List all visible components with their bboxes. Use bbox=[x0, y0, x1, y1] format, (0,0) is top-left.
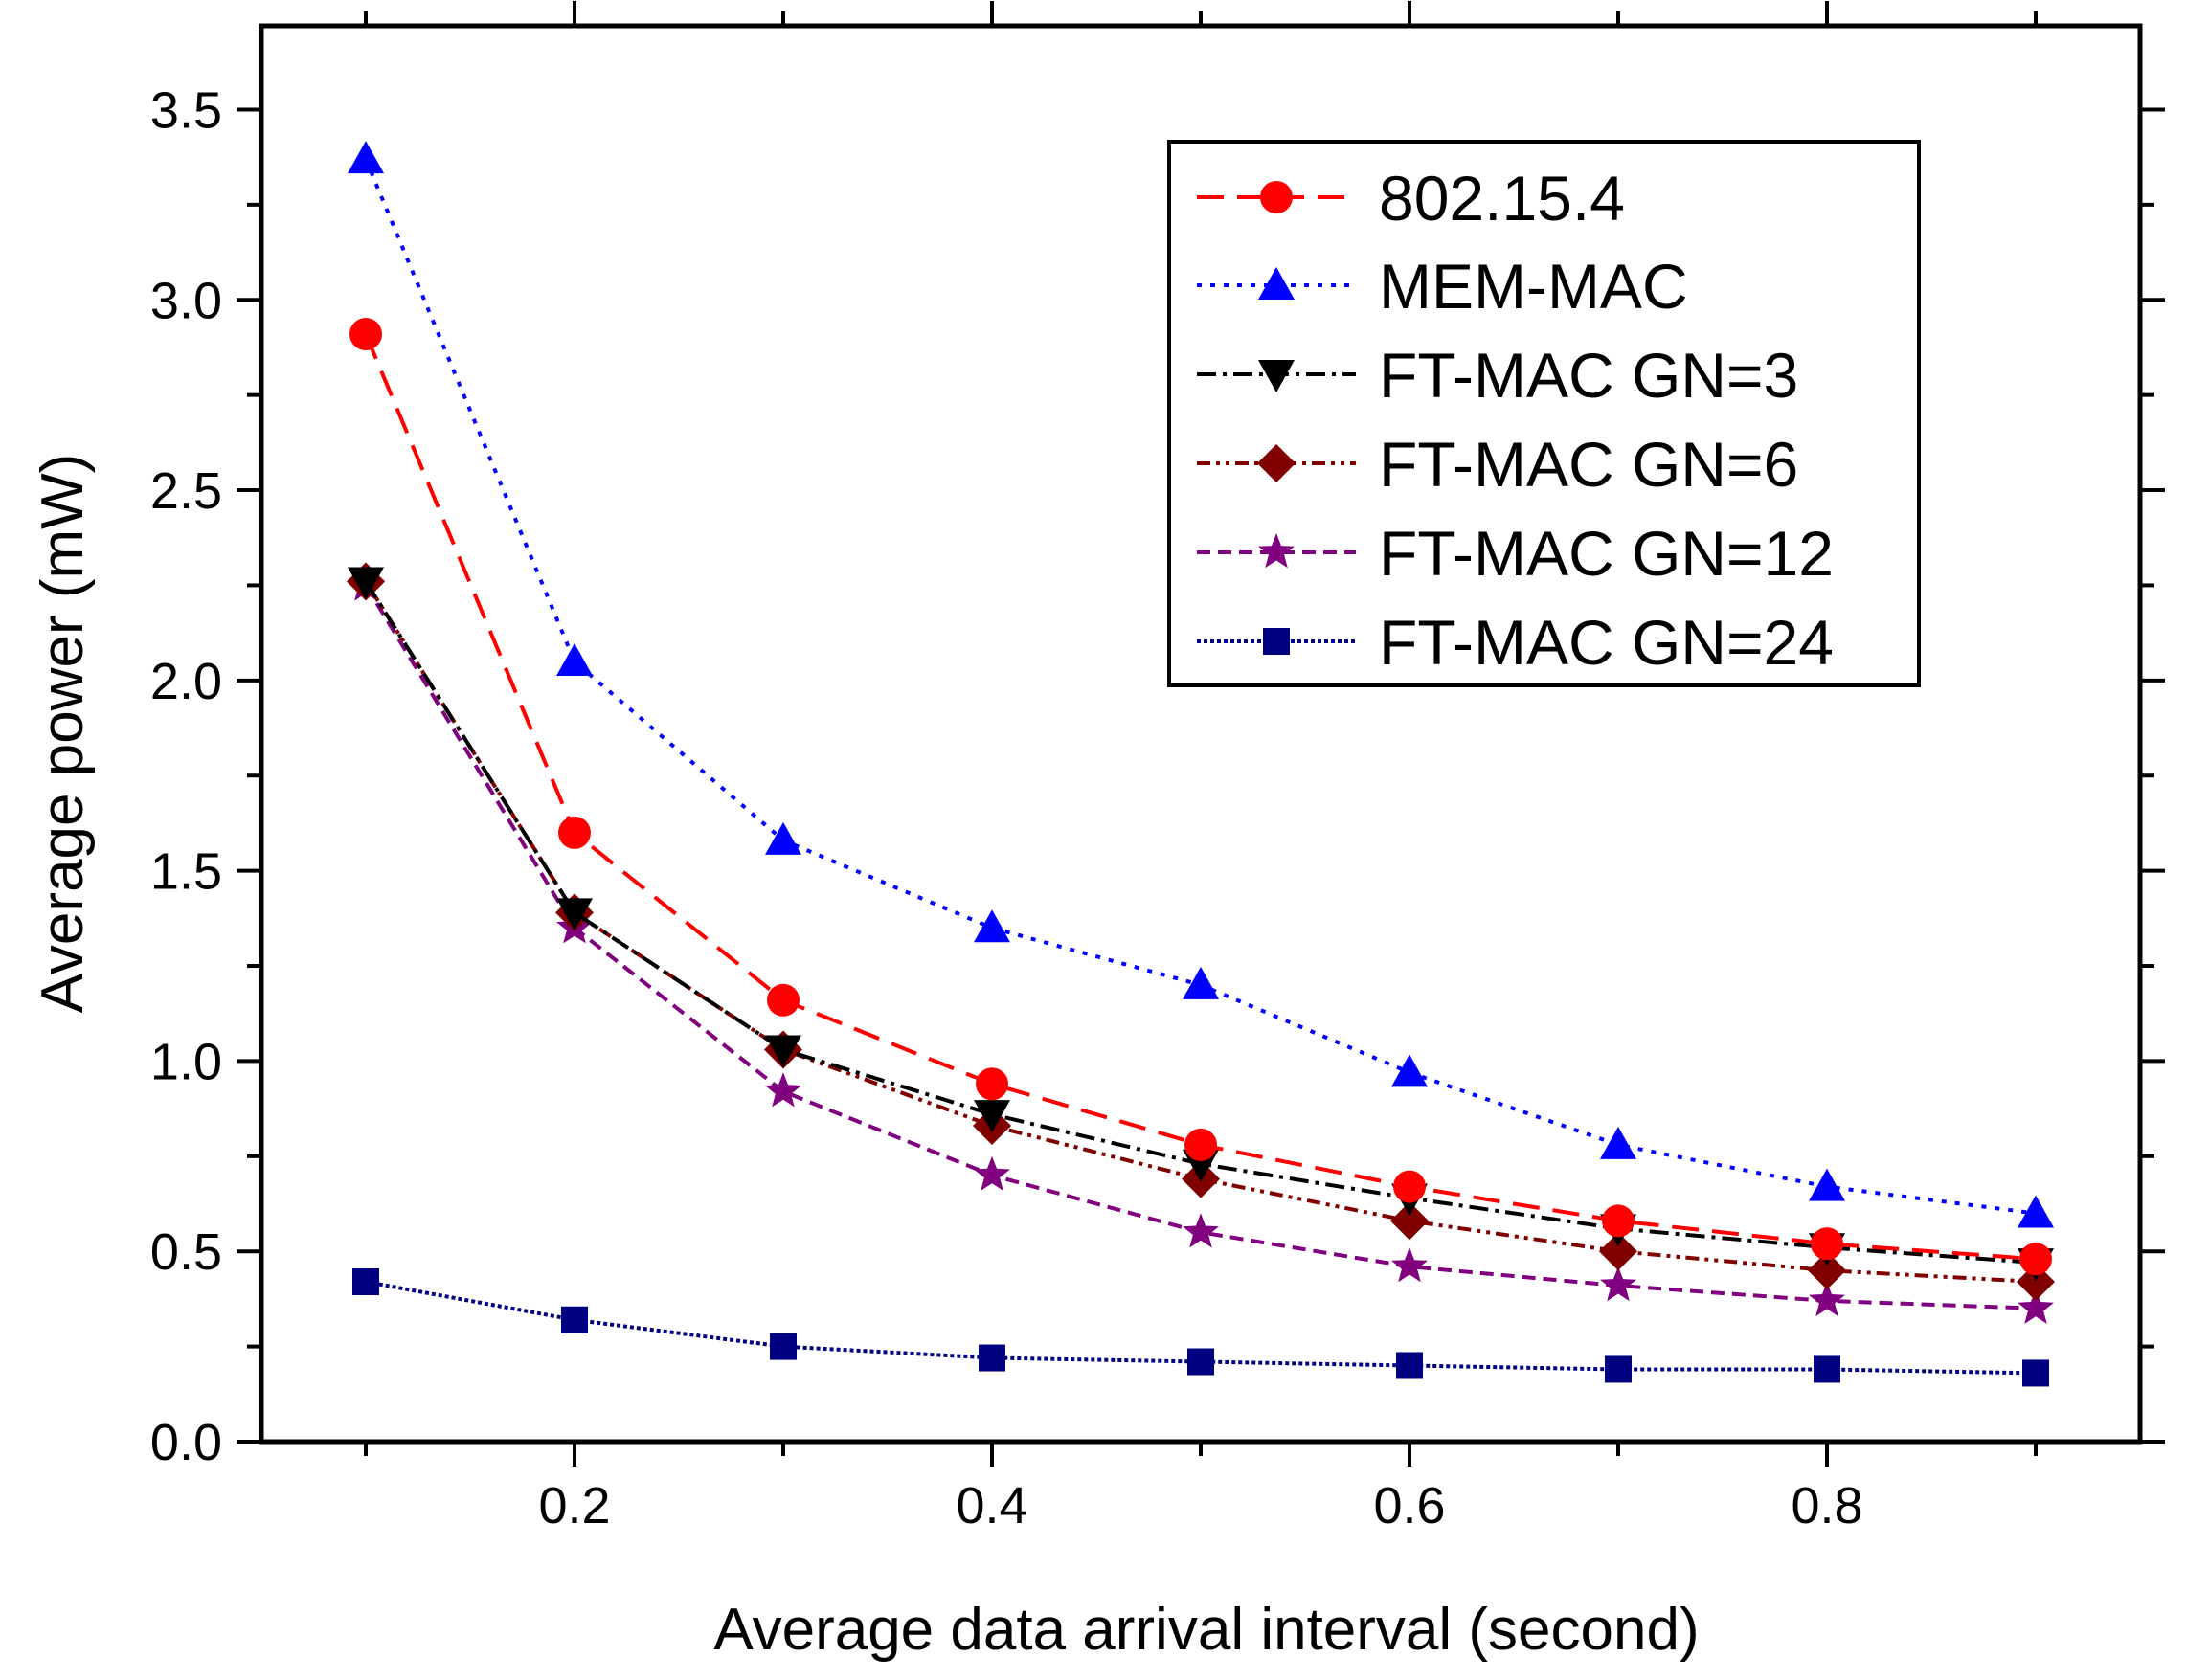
legend-swatch-marker bbox=[1263, 628, 1290, 655]
legend-box bbox=[1167, 140, 1921, 687]
legend-item: MEM-MAC bbox=[1197, 251, 1688, 322]
data-point bbox=[556, 898, 593, 931]
data-point bbox=[1187, 1348, 1214, 1376]
data-point bbox=[765, 1035, 801, 1068]
legend-swatch-marker bbox=[1257, 444, 1296, 482]
data-point bbox=[976, 1067, 1008, 1101]
data-point bbox=[1811, 1227, 1843, 1261]
legend-swatch-marker bbox=[1258, 533, 1295, 569]
data-point bbox=[2022, 1359, 2049, 1387]
data-point bbox=[1600, 1126, 1636, 1159]
series-line bbox=[364, 584, 2037, 1310]
data-point bbox=[974, 1155, 1010, 1191]
data-point bbox=[558, 816, 591, 849]
data-point bbox=[556, 642, 593, 676]
data-point bbox=[765, 821, 801, 855]
legend-label: FT-MAC GN=12 bbox=[1379, 518, 1834, 589]
legend-item: FT-MAC GN=12 bbox=[1197, 518, 1834, 589]
y-tick-label: 1.0 bbox=[150, 1033, 222, 1090]
data-point bbox=[765, 1072, 801, 1108]
data-point bbox=[348, 567, 384, 600]
data-point bbox=[1393, 1170, 1426, 1203]
data-point bbox=[2018, 1195, 2054, 1228]
data-point bbox=[1605, 1355, 1632, 1383]
y-tick-label: 0.0 bbox=[150, 1414, 222, 1471]
data-point bbox=[1809, 1168, 1845, 1201]
data-point bbox=[1183, 1213, 1219, 1248]
x-axis-ticks: 0.2 0.4 0.6 0.8 bbox=[364, 1, 2038, 1534]
y-tick-label: 2.0 bbox=[150, 653, 222, 710]
data-point bbox=[1814, 1355, 1840, 1383]
series-layer bbox=[347, 141, 2055, 1387]
legend-label: FT-MAC GN=3 bbox=[1379, 340, 1798, 411]
data-point bbox=[348, 141, 384, 174]
data-point bbox=[1808, 1251, 1846, 1290]
x-tick-label: 0.4 bbox=[956, 1477, 1027, 1534]
data-point bbox=[1396, 1352, 1423, 1379]
legend-item: FT-MAC GN=6 bbox=[1197, 429, 1798, 500]
data-point bbox=[979, 1344, 1005, 1372]
legend: 802.15.4 MEM-MAC FT-MAC GN=3 FT-MAC GN=6 FT-… bbox=[1167, 140, 1921, 687]
series-ft-mac-gn-24 bbox=[352, 1268, 2049, 1387]
data-point bbox=[770, 1333, 797, 1360]
data-point bbox=[352, 1268, 379, 1296]
legend-swatch-marker bbox=[1258, 360, 1295, 392]
y-tick-label: 0.5 bbox=[150, 1223, 222, 1281]
data-point bbox=[1599, 1232, 1637, 1271]
data-point bbox=[974, 1100, 1010, 1133]
data-point bbox=[2018, 1288, 2054, 1324]
legend-label: MEM-MAC bbox=[1379, 251, 1688, 322]
x-tick-label: 0.2 bbox=[538, 1477, 610, 1534]
legend-label: FT-MAC GN=24 bbox=[1379, 607, 1834, 678]
x-tick-label: 0.6 bbox=[1373, 1477, 1445, 1534]
x-axis-title: Average data arrival interval (second) bbox=[713, 1597, 1699, 1663]
legend-label: 802.15.4 bbox=[1379, 163, 1625, 234]
data-point bbox=[1391, 1247, 1428, 1283]
data-point bbox=[1184, 1128, 1217, 1161]
y-axis-title: Average power (mW) bbox=[30, 454, 96, 1014]
y-tick-label: 3.0 bbox=[150, 272, 222, 329]
data-point bbox=[1391, 1054, 1428, 1087]
legend-item: FT-MAC GN=24 bbox=[1197, 607, 1834, 678]
series-802-15-4 bbox=[349, 318, 2052, 1276]
data-point bbox=[1183, 966, 1219, 999]
data-point bbox=[1602, 1204, 1635, 1238]
legend-label: FT-MAC GN=6 bbox=[1379, 429, 1798, 500]
legend-swatch-marker bbox=[1258, 267, 1295, 300]
data-point bbox=[349, 318, 382, 351]
data-point bbox=[767, 983, 800, 1017]
data-point bbox=[2019, 1243, 2052, 1276]
y-tick-label: 3.5 bbox=[150, 81, 222, 139]
data-point bbox=[1600, 1266, 1636, 1302]
data-point bbox=[1809, 1281, 1845, 1317]
y-tick-label: 2.5 bbox=[150, 462, 222, 520]
data-point bbox=[2017, 1263, 2055, 1302]
data-point bbox=[974, 909, 1010, 943]
data-point bbox=[561, 1306, 588, 1333]
legend-swatch-marker bbox=[1260, 181, 1293, 213]
y-axis-ticks: 0.0 0.5 1.0 1.5 2.0 2.5 3.0 3.5 bbox=[150, 81, 2165, 1471]
legend-item: FT-MAC GN=3 bbox=[1197, 340, 1798, 411]
x-tick-label: 0.8 bbox=[1791, 1477, 1862, 1534]
y-tick-label: 1.5 bbox=[150, 843, 222, 901]
legend-item: 802.15.4 bbox=[1197, 163, 1625, 234]
data-point bbox=[1390, 1201, 1429, 1241]
series-mem-mac bbox=[348, 141, 2054, 1228]
